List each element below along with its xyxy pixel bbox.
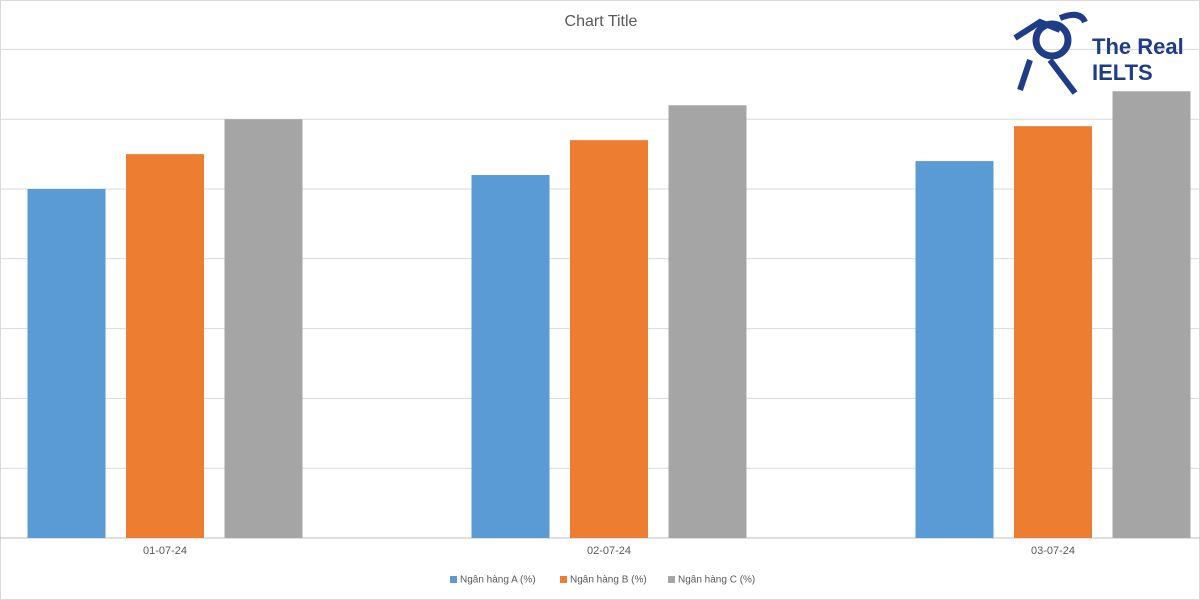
x-tick-label: 03-07-24	[1031, 545, 1075, 557]
legend: Ngân hàng A (%) Ngân hàng B (%) Ngân hàng …	[450, 575, 755, 586]
legend-swatch	[450, 576, 457, 583]
x-tick-label: 02-07-24	[587, 545, 631, 557]
bar	[1112, 91, 1191, 538]
logo-text: IELTS	[1092, 60, 1153, 85]
chart-title: Chart Title	[565, 13, 638, 30]
bar	[27, 189, 106, 538]
x-tick-label: 01-07-24	[143, 545, 187, 557]
logo-icon	[1013, 11, 1088, 95]
legend-swatch	[560, 576, 567, 583]
bars: 01-07-24 02-07-24 03-07-24	[27, 91, 1191, 557]
bar	[570, 140, 648, 538]
bar	[1014, 126, 1092, 539]
logo-text: The Real	[1092, 34, 1184, 59]
logo: The Real IELTS	[1013, 11, 1184, 95]
legend-swatch	[668, 576, 675, 583]
bar	[471, 175, 550, 539]
legend-label: Ngân hàng A (%)	[460, 575, 536, 586]
legend-label: Ngân hàng B (%)	[570, 575, 647, 586]
bar	[126, 154, 204, 538]
bar	[224, 119, 303, 538]
bar	[668, 105, 747, 539]
legend-label: Ngân hàng C (%)	[678, 575, 755, 586]
bar	[915, 161, 994, 538]
